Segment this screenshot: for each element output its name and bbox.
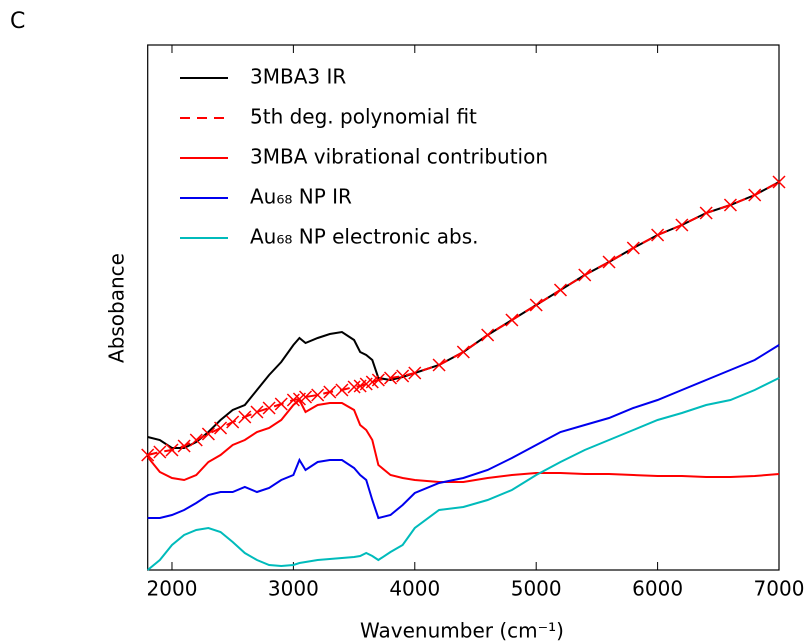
point-marker: [578, 268, 592, 282]
series-line: [147, 377, 780, 571]
point-marker: [298, 390, 313, 404]
legend-label: Au₆₈ NP electronic abs.: [250, 225, 478, 249]
point-marker: [651, 228, 665, 242]
legend-label: 5th deg. polynomial fit: [250, 105, 477, 129]
point-marker: [274, 397, 288, 411]
point-marker: [214, 421, 228, 435]
point-marker: [408, 366, 422, 380]
point-marker: [238, 410, 252, 424]
point-marker: [226, 415, 240, 429]
point-marker: [481, 328, 495, 342]
point-marker: [772, 175, 786, 189]
x-tick-label: 7000: [754, 577, 804, 601]
plot-frame: [147, 44, 780, 571]
point-marker: [383, 371, 398, 385]
point-marker: [189, 433, 203, 447]
series-line: [146, 398, 780, 483]
point-marker: [153, 445, 167, 459]
point-marker: [335, 383, 349, 397]
point-marker: [201, 427, 215, 441]
point-marker: [723, 198, 737, 212]
series-line: [147, 181, 780, 456]
point-marker: [177, 439, 191, 453]
point-marker: [165, 443, 179, 457]
x-axis-label: Wavenumber (cm⁻¹): [360, 619, 564, 643]
panel-label: C: [10, 9, 25, 34]
x-tick-label: 2000: [147, 577, 198, 601]
x-tick-label: 4000: [389, 577, 440, 601]
point-marker: [323, 385, 337, 399]
point-marker: [626, 241, 640, 255]
legend-label: Au₆₈ NP IR: [250, 185, 352, 209]
x-tick-label: 3000: [268, 577, 319, 601]
point-marker: [141, 448, 155, 462]
point-marker: [699, 206, 713, 220]
x-tick-label: 5000: [511, 577, 562, 601]
point-marker: [505, 313, 519, 327]
series-line: [147, 344, 780, 520]
point-marker: [553, 283, 568, 297]
point-marker: [262, 401, 276, 415]
point-marker: [396, 369, 410, 383]
point-marker: [311, 388, 325, 402]
point-marker: [602, 255, 616, 269]
legend-label: 3MBA3 IR: [250, 65, 346, 89]
point-marker: [748, 188, 762, 202]
point-marker: [250, 405, 264, 419]
point-marker: [456, 345, 470, 359]
point-marker: [529, 298, 543, 312]
x-tick-label: 6000: [632, 577, 683, 601]
point-marker: [371, 373, 385, 387]
point-marker: [432, 358, 446, 372]
legend-label: 3MBA vibrational contribution: [250, 145, 548, 169]
point-marker: [675, 218, 689, 232]
y-axis-label: Absobance: [105, 253, 129, 363]
